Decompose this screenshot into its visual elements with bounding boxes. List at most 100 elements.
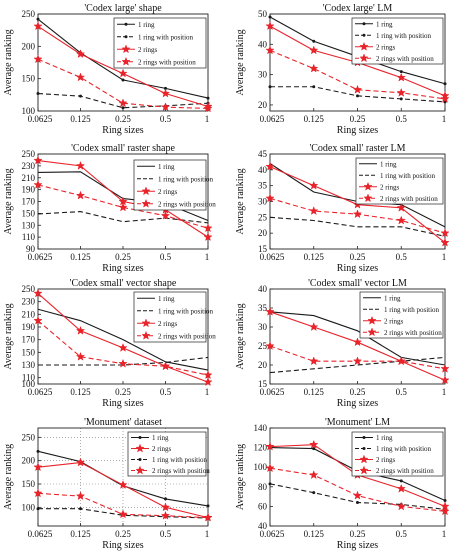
series-2 [37, 211, 209, 224]
y-tick-label: 210 [22, 309, 36, 319]
legend-marker [362, 436, 366, 439]
data-point [265, 463, 275, 473]
legend-entry: 2 rings with position [376, 55, 434, 63]
x-tick-label: 0.0625 [260, 252, 285, 262]
x-tick-label: 1 [442, 529, 447, 539]
data-point [312, 85, 316, 89]
y-axis-label: Average ranking [235, 303, 246, 369]
series-line [37, 211, 209, 224]
series-4 [33, 179, 213, 233]
legend-entry: 1 ring [158, 295, 175, 303]
legend-marker [367, 315, 377, 325]
legend-marker [362, 22, 366, 26]
data-point [203, 377, 213, 387]
data-point [396, 202, 406, 212]
y-axis-label: Average ranking [3, 444, 14, 510]
series-2 [269, 356, 446, 374]
y-tick-label: 230 [22, 297, 36, 307]
x-tick-label: 0.0625 [28, 387, 53, 397]
legend-marker [363, 181, 373, 191]
data-point [309, 63, 319, 73]
y-tick-label: 15 [258, 244, 268, 254]
chart-title: 'Codex small' raster shape [71, 143, 175, 154]
x-tick-label: 0.5 [160, 114, 172, 124]
data-point [396, 72, 406, 82]
y-tick-label: 20 [258, 100, 268, 110]
data-point [309, 180, 319, 190]
chart-panel-3: 'Codex small' raster shape 0.0625 0.125 0.2… [3, 143, 216, 274]
y-axis-label: Average ranking [235, 29, 246, 95]
data-point [265, 21, 275, 31]
legend-entry: 2 rings [376, 456, 396, 464]
data-point [203, 370, 213, 380]
y-tick-label: 150 [22, 74, 36, 84]
data-point [160, 102, 171, 112]
x-tick-label: 0.25 [350, 114, 366, 124]
data-point [160, 502, 171, 512]
series-4 [33, 54, 213, 113]
x-tick-label: 0.25 [115, 114, 131, 124]
y-tick-label: 100 [22, 106, 36, 116]
y-tick-label: 250 [22, 9, 36, 19]
legend: 1 ring 1 ring with position 2 rings 2 rings… [113, 17, 207, 69]
y-tick-label: 60 [258, 501, 268, 511]
series-3 [33, 21, 213, 111]
data-point [75, 491, 86, 501]
chart-panel-8: 'Monument' LM0.0625 0.125 0.25 0.5 140608010… [235, 417, 450, 551]
x-tick-label: 1 [442, 114, 447, 124]
data-point [312, 447, 316, 451]
y-tick-label: 50 [258, 9, 268, 19]
data-point [265, 161, 275, 171]
legend-entry: 1 ring with position [376, 445, 432, 453]
data-point [118, 358, 128, 368]
y-tick-label: 90 [26, 244, 36, 254]
x-tick-label: 0.5 [160, 529, 172, 539]
y-axis-label: Average ranking [3, 168, 14, 234]
legend-entry: 2 rings with position [380, 195, 438, 203]
series-line [37, 184, 209, 229]
y-axis-label: Average ranking [3, 29, 14, 95]
x-axis-label: Ring sizes [102, 398, 143, 409]
legend-entry: 1 ring with position [152, 456, 208, 464]
legend-marker [138, 436, 142, 439]
chart-panel-5: 'Codex small' vector shape 0.0625 0.125 0.2… [3, 278, 216, 409]
data-point [75, 457, 86, 467]
data-point [309, 439, 319, 449]
data-point [206, 504, 210, 508]
data-point [309, 206, 319, 215]
y-tick-label: 25 [258, 212, 268, 222]
x-axis-label: Ring sizes [337, 398, 378, 409]
legend-entry: 2 rings with position [376, 467, 434, 475]
data-point [203, 232, 213, 242]
data-point [265, 193, 275, 203]
data-point [36, 449, 40, 453]
legend-entry: 2 rings with position [138, 58, 196, 66]
data-point [309, 470, 319, 480]
x-tick-label: 1 [442, 387, 447, 397]
x-tick-label: 0.25 [350, 387, 366, 397]
x-tick-label: 0.125 [304, 387, 325, 397]
x-tick-label: 0.0625 [28, 529, 53, 539]
y-tick-label: 40 [258, 521, 268, 531]
data-point [399, 479, 403, 483]
data-point [118, 202, 128, 212]
y-tick-label: 35 [258, 181, 268, 191]
data-point [33, 488, 43, 498]
legend-entry: 2 rings [380, 183, 400, 191]
legend: 1 ring 1 ring with position 2 rings 2 rings… [133, 159, 216, 211]
legend-entry: 1 ring with position [384, 306, 440, 314]
legend-entry: 1 ring [384, 294, 401, 302]
y-tick-label: 170 [22, 197, 36, 207]
data-point [121, 78, 125, 82]
x-axis-label: Ring sizes [102, 125, 143, 136]
data-point [396, 483, 406, 493]
data-point [160, 210, 171, 220]
data-point [79, 94, 82, 98]
y-tick-label: 20 [258, 228, 268, 238]
x-tick-label: 0.5 [396, 252, 408, 262]
legend-marker [135, 443, 145, 453]
data-point [160, 88, 171, 98]
legend-entry: 1 ring with position [158, 307, 214, 315]
x-axis-label: Ring sizes [337, 125, 378, 136]
